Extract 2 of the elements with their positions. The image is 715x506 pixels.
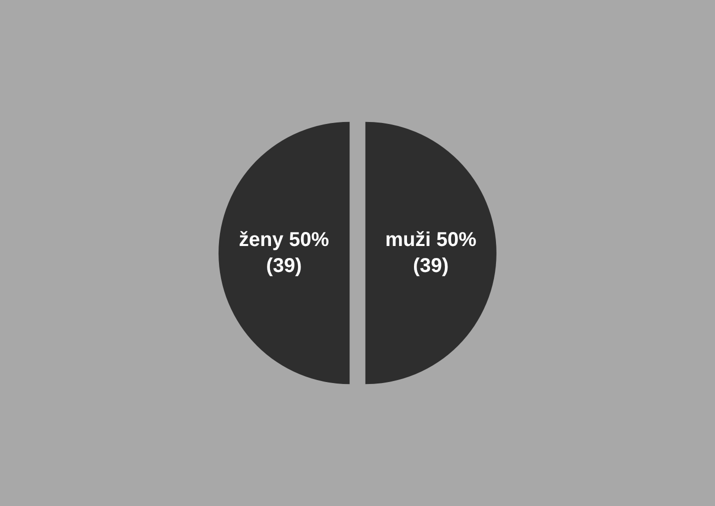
slice-label: ženy 50% (39) <box>238 229 330 277</box>
slice-label: muži 50% (39) <box>385 229 477 277</box>
